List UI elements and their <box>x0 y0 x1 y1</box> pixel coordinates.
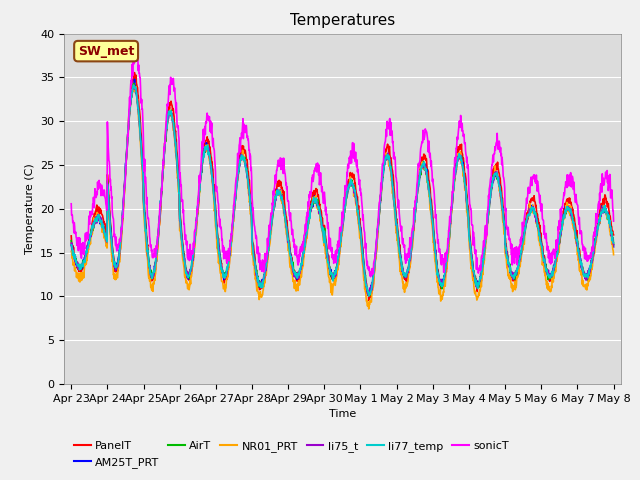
Line: NR01_PRT: NR01_PRT <box>71 85 614 309</box>
AM25T_PRT <box>365 292 372 298</box>
PanelT <box>131 70 138 75</box>
li77_temp <box>280 211 288 216</box>
NR01_PRT <box>294 284 301 289</box>
NR01_PRT <box>130 83 138 88</box>
sonicT <box>516 244 524 250</box>
NR01_PRT <box>188 274 195 279</box>
PanelT <box>610 232 618 238</box>
NR01_PRT <box>426 207 434 213</box>
NR01_PRT <box>67 249 75 254</box>
Line: PanelT: PanelT <box>71 72 614 300</box>
AM25T_PRT <box>188 267 195 273</box>
Legend: PanelT, AM25T_PRT, AirT, NR01_PRT, li75_t, li77_temp, sonicT: PanelT, AM25T_PRT, AirT, NR01_PRT, li75_… <box>70 437 513 472</box>
li75_t <box>610 242 618 248</box>
li77_temp <box>188 264 195 270</box>
AM25T_PRT <box>280 209 288 215</box>
sonicT <box>294 259 301 264</box>
Line: sonicT: sonicT <box>71 52 614 276</box>
PanelT <box>426 186 434 192</box>
PanelT <box>67 233 75 239</box>
AM25T_PRT <box>67 242 75 248</box>
sonicT <box>188 251 195 256</box>
li77_temp <box>563 209 570 215</box>
AirT <box>188 268 195 274</box>
Title: Temperatures: Temperatures <box>290 13 395 28</box>
AirT <box>294 273 301 278</box>
li75_t <box>188 266 195 272</box>
li75_t <box>516 259 524 264</box>
PanelT <box>365 298 372 303</box>
sonicT <box>132 49 140 55</box>
PanelT <box>516 262 524 268</box>
Text: SW_met: SW_met <box>78 45 134 58</box>
NR01_PRT <box>516 263 524 268</box>
li77_temp <box>365 293 372 299</box>
li75_t <box>294 273 301 279</box>
AirT <box>516 257 524 263</box>
Line: li77_temp: li77_temp <box>71 85 614 296</box>
AirT <box>280 211 288 216</box>
sonicT <box>367 274 374 279</box>
li75_t <box>280 211 288 216</box>
li77_temp <box>516 257 524 263</box>
X-axis label: Time: Time <box>329 409 356 419</box>
AM25T_PRT <box>131 76 138 82</box>
NR01_PRT <box>563 209 570 215</box>
AM25T_PRT <box>563 206 570 212</box>
li75_t <box>131 83 138 88</box>
li75_t <box>426 194 434 200</box>
AM25T_PRT <box>294 273 301 279</box>
li75_t <box>67 240 75 246</box>
li77_temp <box>294 275 301 280</box>
sonicT <box>610 218 618 224</box>
sonicT <box>67 201 75 207</box>
AM25T_PRT <box>610 244 618 250</box>
li77_temp <box>610 240 618 246</box>
sonicT <box>563 183 570 189</box>
NR01_PRT <box>365 306 372 312</box>
AirT <box>366 292 374 298</box>
AirT <box>129 81 137 86</box>
Line: AirT: AirT <box>71 84 614 295</box>
AM25T_PRT <box>516 260 524 265</box>
Line: AM25T_PRT: AM25T_PRT <box>71 79 614 295</box>
Y-axis label: Temperature (C): Temperature (C) <box>24 163 35 254</box>
AM25T_PRT <box>426 197 434 203</box>
li77_temp <box>67 242 75 248</box>
PanelT <box>188 271 195 276</box>
Line: li75_t: li75_t <box>71 85 614 294</box>
NR01_PRT <box>610 252 618 258</box>
AirT <box>610 241 618 247</box>
sonicT <box>426 150 434 156</box>
AirT <box>426 196 434 202</box>
li75_t <box>365 291 372 297</box>
PanelT <box>563 200 570 205</box>
li77_temp <box>426 197 434 203</box>
NR01_PRT <box>280 213 288 219</box>
li77_temp <box>129 83 137 88</box>
AirT <box>67 238 75 243</box>
PanelT <box>294 275 301 281</box>
AirT <box>563 210 570 216</box>
li75_t <box>563 209 570 215</box>
PanelT <box>280 199 288 204</box>
sonicT <box>280 167 288 172</box>
